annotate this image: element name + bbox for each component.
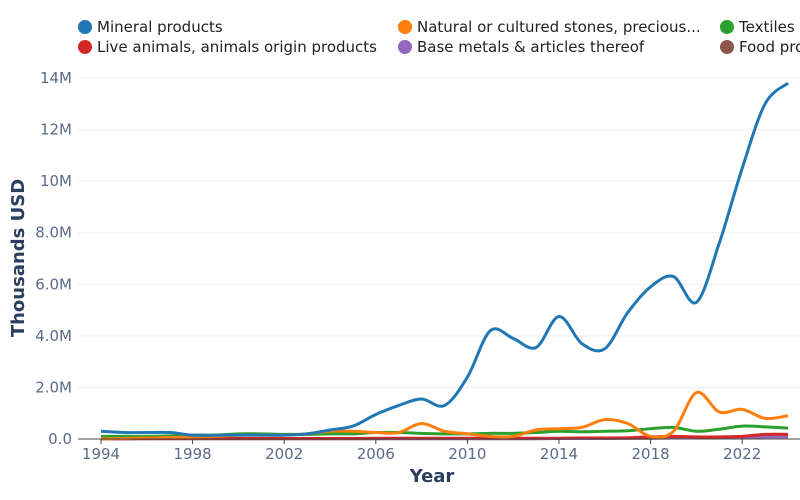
x-tick-label: 2022 — [723, 445, 761, 463]
y-tick-label: 0.0 — [48, 430, 72, 448]
x-tick-label: 1998 — [174, 445, 212, 463]
x-tick-label: 2018 — [632, 445, 670, 463]
legend-label[interactable]: Mineral products — [97, 18, 223, 36]
legend-marker[interactable] — [78, 40, 92, 54]
legend-label[interactable]: Textiles — [738, 18, 795, 36]
y-tick-label: 2.0M — [35, 378, 72, 396]
series-line-0 — [100, 81, 790, 437]
y-tick-label: 4.0M — [35, 327, 72, 345]
y-tick-label: 14M — [40, 69, 72, 87]
y-axis-label: Thousands USD — [8, 179, 29, 337]
legend-marker[interactable] — [398, 40, 412, 54]
series-line-3 — [100, 432, 789, 441]
legend-label[interactable]: Base metals & articles thereof — [417, 38, 645, 56]
legend-label[interactable]: Live animals, animals origin products — [97, 38, 377, 56]
legend-marker[interactable] — [720, 20, 734, 34]
legend-label[interactable]: Natural or cultured stones, precious... — [417, 18, 701, 36]
x-tick-label: 2010 — [448, 445, 486, 463]
y-tick-label: 8.0M — [35, 224, 72, 242]
legend-marker[interactable] — [78, 20, 92, 34]
x-tick-label: 2006 — [357, 445, 395, 463]
x-axis-label: Year — [409, 466, 455, 487]
y-tick-label: 10M — [40, 172, 72, 190]
x-tick-label: 2002 — [265, 445, 303, 463]
y-tick-label: 6.0M — [35, 275, 72, 293]
legend-marker[interactable] — [398, 20, 412, 34]
legend-label[interactable]: Food products — [739, 38, 800, 56]
y-tick-label: 12M — [40, 121, 72, 139]
legend-marker[interactable] — [720, 40, 734, 54]
x-tick-label: 2014 — [540, 445, 578, 463]
series-line-1 — [100, 390, 789, 441]
x-tick-label: 1994 — [82, 445, 120, 463]
